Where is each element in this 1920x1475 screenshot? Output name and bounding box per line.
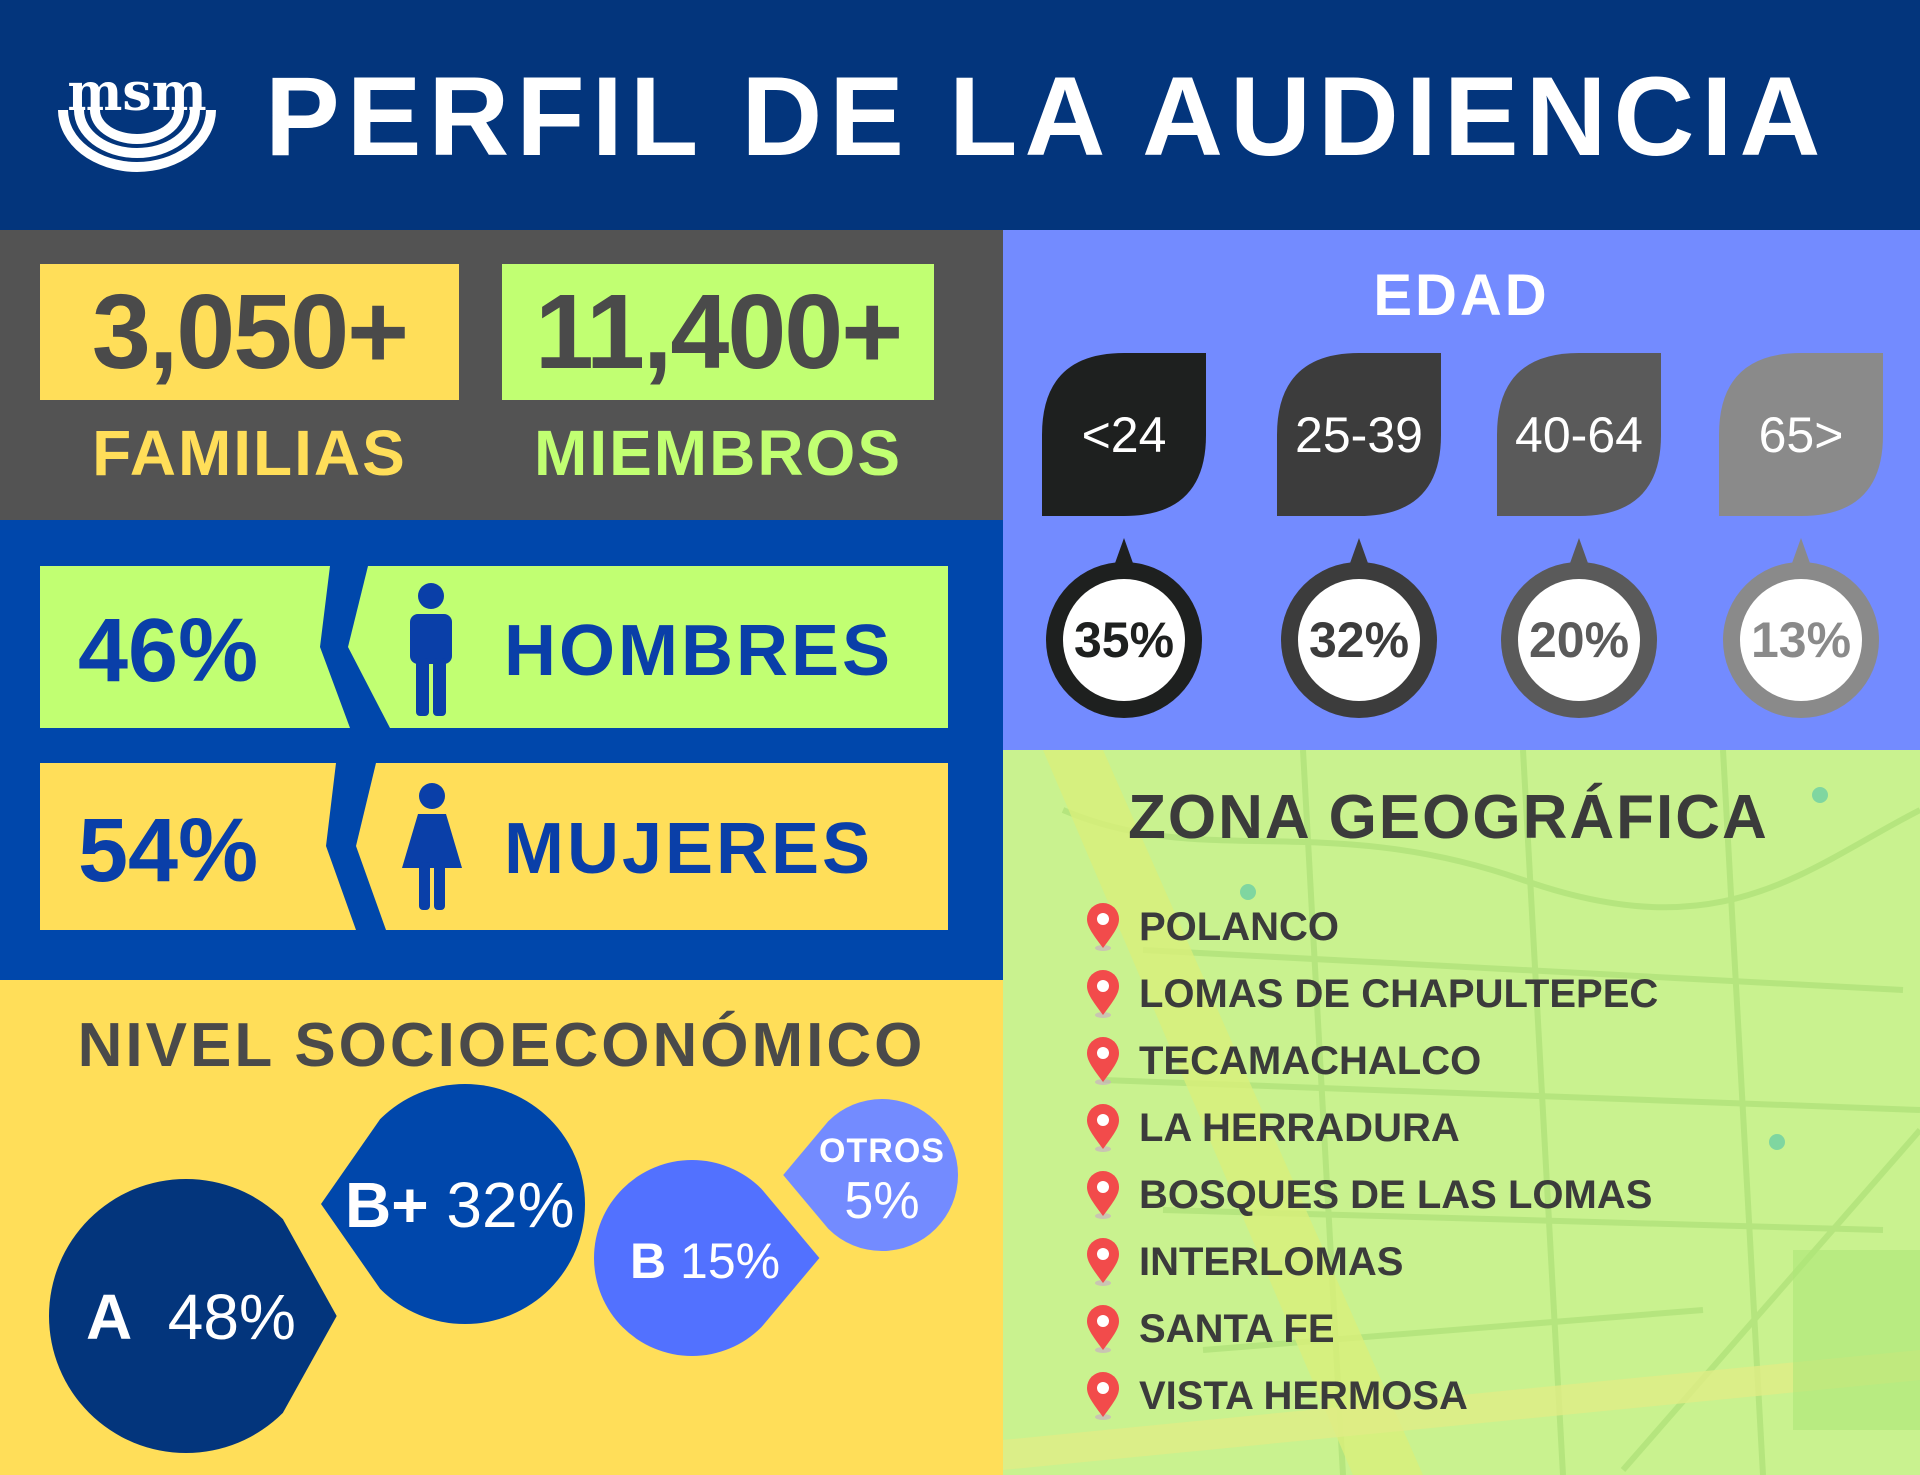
map-road <box>1043 750 1423 1475</box>
badge-shape <box>1046 538 1202 718</box>
nse-b-value: 15% <box>680 1233 781 1289</box>
age-range-card: 40-64 <box>1497 353 1661 516</box>
nse-drop-a <box>48 1179 337 1453</box>
age-percent-badge: 13% <box>1723 538 1879 718</box>
male-percent: 46% <box>78 601 259 701</box>
leaf-shape <box>1277 353 1441 516</box>
age-range-label: 40-64 <box>1515 406 1643 463</box>
map-pin-icon <box>1087 1037 1119 1085</box>
nse-drop-bplus <box>321 1084 586 1324</box>
zone-list-item: BOSQUES DE LAS LOMAS <box>1083 1165 1652 1225</box>
nse-bplus-label: B+ <box>345 1169 429 1241</box>
nse-bplus-value: 32% <box>446 1169 575 1241</box>
age-percent-badge: 20% <box>1501 538 1657 718</box>
age-percent-value: 35% <box>1073 612 1175 668</box>
page-title: PERFIL DE LA AUDIENCIA <box>265 54 1828 179</box>
male-row-bg <box>40 566 948 728</box>
nse-otros-value: 5% <box>844 1172 920 1230</box>
members-label: MIEMBROS <box>534 417 902 489</box>
leaf-shape <box>1719 353 1883 516</box>
zone-list-item: LA HERRADURA <box>1083 1098 1460 1158</box>
nse-section: NIVEL SOCIOECONÓMICO A 48% B+ 32% B 15% … <box>0 980 1003 1475</box>
badge-shape <box>1281 538 1437 718</box>
zone-list-item: LOMAS DE CHAPULTEPEC <box>1083 964 1658 1024</box>
nse-bplus: B+ 32% <box>345 1168 574 1242</box>
members-count: 11,400+ <box>502 264 934 400</box>
leaf-shape <box>1042 353 1206 516</box>
age-percent-value: 13% <box>1750 612 1852 668</box>
age-range-label: <24 <box>1081 406 1167 463</box>
msm-logo: msm <box>58 62 216 172</box>
age-title: EDAD <box>1373 263 1550 328</box>
map-pin-icon <box>1087 1238 1119 1286</box>
age-range-card: <24 <box>1042 353 1206 516</box>
nse-a-value: 48% <box>167 1281 296 1353</box>
families-count: 3,050+ <box>40 264 459 400</box>
age-range-label: 65> <box>1758 406 1844 463</box>
age-percent-value: 20% <box>1528 612 1630 668</box>
zone-name: LA HERRADURA <box>1139 1105 1460 1150</box>
zone-list-item: TECAMACHALCO <box>1083 1031 1481 1091</box>
male-icon <box>410 583 452 716</box>
age-range-label: 25-39 <box>1295 406 1423 463</box>
zone-section: ZONA GEOGRÁFICA POLANCO LOMAS DE CHAPULT… <box>1003 750 1920 1475</box>
zone-title: ZONA GEOGRÁFICA <box>1128 783 1769 852</box>
stats-section: 3,050+ FAMILIAS 11,400+ MIEMBROS <box>0 230 1003 520</box>
female-icon <box>402 783 462 910</box>
zone-name: VISTA HERMOSA <box>1139 1373 1468 1418</box>
leaf-shape <box>1497 353 1661 516</box>
map-pin-icon <box>1087 1104 1119 1152</box>
nse-b-label: B <box>630 1233 667 1289</box>
map-pin-icon <box>1087 903 1119 951</box>
nse-drop-b <box>593 1160 820 1356</box>
map-pin-icon <box>1087 1305 1119 1353</box>
nse-otros-label: OTROS <box>819 1132 945 1170</box>
zone-list-item: SANTA FE <box>1083 1299 1335 1359</box>
map-pin-icon <box>1087 1171 1119 1219</box>
map-pin-icon <box>1087 1372 1119 1420</box>
badge-shape <box>1501 538 1657 718</box>
zone-list-item: VISTA HERMOSA <box>1083 1366 1468 1426</box>
zone-name: LOMAS DE CHAPULTEPEC <box>1139 971 1659 1016</box>
female-percent: 54% <box>78 801 259 901</box>
nse-a: A 48% <box>86 1280 296 1354</box>
zone-list-item: POLANCO <box>1083 897 1339 957</box>
age-range-card: 65> <box>1719 353 1883 516</box>
zone-name: INTERLOMAS <box>1139 1239 1404 1284</box>
nse-drop-otros <box>783 1099 959 1251</box>
zone-name: BOSQUES DE LAS LOMAS <box>1139 1172 1653 1217</box>
zone-name: SANTA FE <box>1139 1306 1335 1351</box>
logo-text: msm <box>67 62 206 123</box>
badge-shape <box>1723 538 1879 718</box>
gender-section: 46% HOMBRES 54% MUJERES <box>0 520 1003 980</box>
age-section: EDAD <24 35% 25-39 32% 40-64 20% 65> 13% <box>1003 230 1920 750</box>
male-label: HOMBRES <box>504 611 894 691</box>
zone-list-item: INTERLOMAS <box>1083 1232 1403 1292</box>
age-range-card: 25-39 <box>1277 353 1441 516</box>
zone-name: POLANCO <box>1139 904 1339 949</box>
nse-otros: OTROS 5% <box>806 1132 958 1231</box>
header: msm PERFIL DE LA AUDIENCIA <box>0 0 1920 230</box>
map-pin-icon <box>1087 970 1119 1018</box>
female-row-bg <box>40 763 948 930</box>
map-background <box>1003 750 1920 1475</box>
female-label: MUJERES <box>504 809 874 889</box>
age-percent-badge: 35% <box>1046 538 1202 718</box>
nse-b: B 15% <box>630 1232 780 1290</box>
age-percent-value: 32% <box>1308 612 1410 668</box>
zone-name: TECAMACHALCO <box>1139 1038 1482 1083</box>
families-label: FAMILIAS <box>92 417 407 489</box>
age-percent-badge: 32% <box>1281 538 1437 718</box>
nse-title: NIVEL SOCIOECONÓMICO <box>77 1011 926 1080</box>
nse-a-label: A <box>86 1281 133 1353</box>
nse-drops <box>48 1084 959 1453</box>
